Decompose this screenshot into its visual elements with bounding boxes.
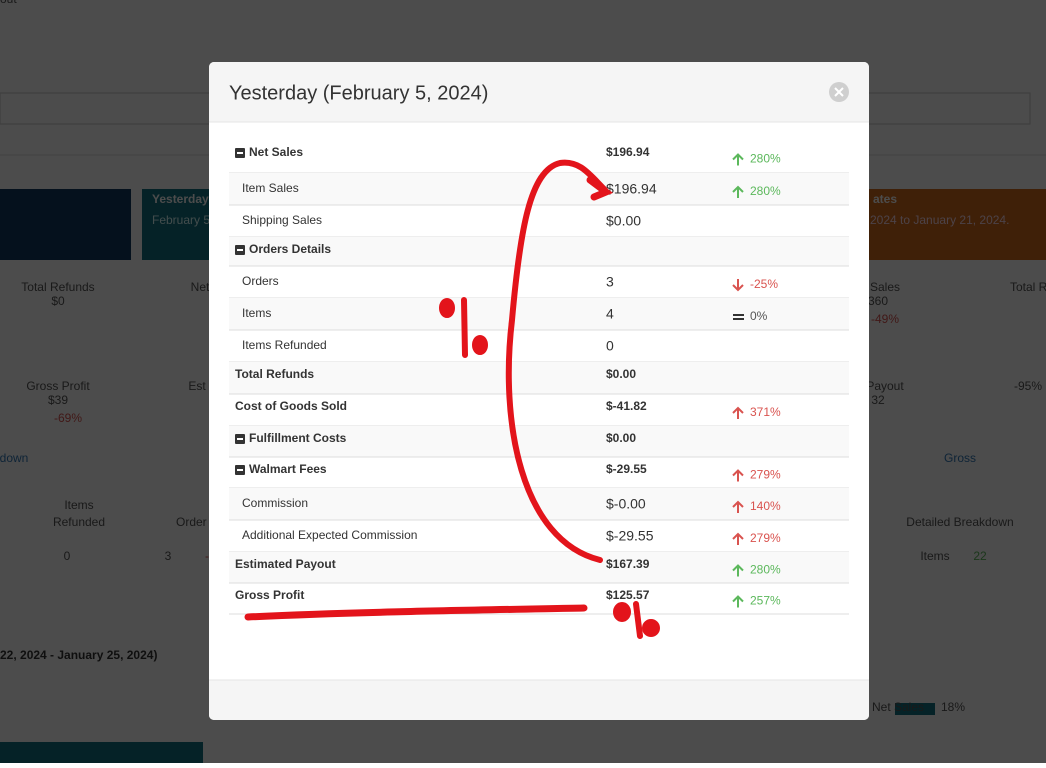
row-change: 257% — [750, 594, 781, 608]
row-label: Net Sales — [249, 145, 303, 159]
trend-up-icon — [732, 153, 744, 166]
row-change: 279% — [750, 531, 781, 545]
row-label: Items — [242, 306, 271, 320]
modal-footer — [209, 680, 869, 720]
modal-header — [209, 62, 869, 122]
row-change: 279% — [750, 468, 781, 482]
row-bg — [229, 298, 849, 330]
row-value: $196.94 — [606, 181, 657, 197]
row-value: 4 — [606, 306, 614, 322]
row-label: Item Sales — [242, 181, 299, 195]
trend-up-icon — [732, 532, 744, 545]
row-value: $196.94 — [606, 145, 650, 159]
row-change: 140% — [750, 499, 781, 513]
row-value: 3 — [606, 274, 614, 290]
trend-flat-icon — [733, 314, 744, 320]
trend-up-icon — [732, 469, 744, 482]
row-label: Commission — [242, 496, 308, 510]
row-change: 371% — [750, 405, 781, 419]
row-change: 280% — [750, 152, 781, 166]
row-label: Estimated Payout — [235, 557, 336, 571]
row-bg — [229, 552, 849, 583]
collapse-bar — [237, 469, 243, 471]
row-label: Additional Expected Commission — [242, 528, 417, 542]
row-value: 0 — [606, 338, 614, 354]
close-button[interactable] — [829, 82, 849, 102]
trend-up-icon — [732, 500, 744, 513]
row-bg — [229, 426, 849, 457]
trend-down-icon — [732, 279, 744, 292]
row-value: $125.57 — [606, 588, 650, 602]
row-value: $0.00 — [606, 431, 636, 445]
trend-up-icon — [732, 185, 744, 198]
row-value: $-29.55 — [606, 528, 654, 544]
row-bg — [229, 237, 849, 266]
collapse-bar — [237, 438, 243, 440]
row-value: $0.00 — [606, 367, 636, 381]
row-label: Orders — [242, 274, 279, 288]
row-change: 280% — [750, 184, 781, 198]
row-change: -25% — [750, 277, 778, 291]
row-label: Shipping Sales — [242, 213, 322, 227]
row-change: 0% — [750, 309, 768, 323]
trend-up-icon — [732, 564, 744, 577]
row-label: Gross Profit — [235, 588, 304, 602]
row-value: $-41.82 — [606, 399, 647, 413]
row-value: $167.39 — [606, 557, 650, 571]
collapse-bar — [237, 249, 243, 251]
row-change: 280% — [750, 563, 781, 577]
trend-up-icon — [732, 595, 744, 608]
row-label: Orders Details — [249, 242, 331, 256]
row-label: Items Refunded — [242, 338, 327, 352]
row-value: $-29.55 — [606, 462, 647, 476]
row-label: Walmart Fees — [249, 462, 327, 476]
table: Net Sales $196.94 280% Item Sales $196.94 280… — [229, 145, 849, 615]
row-label: Cost of Goods Sold — [235, 399, 347, 413]
collapse-bar — [237, 152, 243, 154]
row-bg — [229, 362, 849, 394]
modal-title: Yesterday (February 5, 2024) — [229, 82, 488, 104]
trend-up-icon — [732, 406, 744, 419]
row-value: $0.00 — [606, 213, 641, 229]
row-label: Fulfillment Costs — [249, 431, 347, 445]
row-value: $-0.00 — [606, 496, 646, 512]
row-label: Total Refunds — [235, 367, 314, 381]
annotation — [244, 159, 660, 639]
